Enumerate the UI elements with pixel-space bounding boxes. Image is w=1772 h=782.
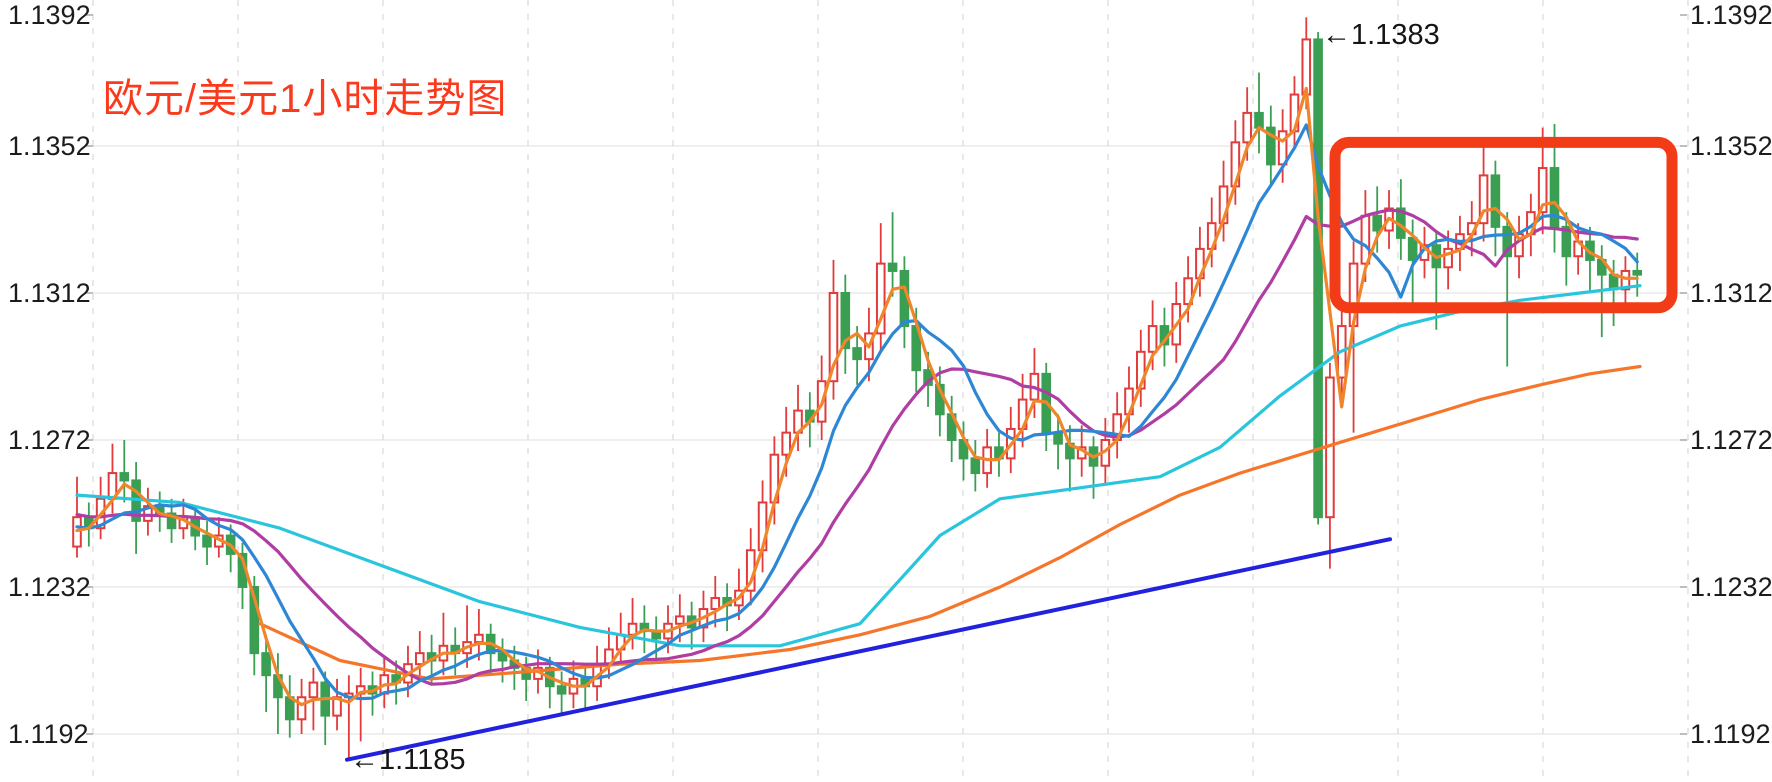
candle-down (1053, 431, 1063, 445)
price-label-right: 1.1352 (1690, 131, 1772, 161)
trendline (345, 537, 1392, 762)
ma-magenta (75, 208, 1639, 686)
moving-average-lines (75, 86, 1642, 707)
candle-up (1443, 247, 1453, 269)
ma-blue (75, 123, 1639, 701)
ma-cyan (75, 284, 1642, 648)
price-label-right: 1.1272 (1690, 425, 1772, 455)
annotations: ←1.1383 ←1.1185 (350, 19, 1440, 776)
candle-up (1183, 277, 1193, 306)
candle-up (1620, 269, 1631, 291)
candle-up (875, 262, 886, 335)
candle-up (710, 597, 721, 611)
price-label-right: 1.1192 (1690, 719, 1771, 749)
candle-down (840, 292, 851, 350)
candle-down (497, 652, 508, 662)
candle-up (1537, 167, 1548, 214)
candle-down (1561, 225, 1572, 258)
price-label-right: 1.1232 (1690, 572, 1772, 602)
ma-slow-orange (258, 364, 1642, 681)
candle-up (143, 505, 153, 522)
candle-down (1502, 225, 1513, 258)
candle-up (1277, 130, 1288, 166)
candle-up (1360, 214, 1371, 265)
candle-up (1301, 38, 1312, 96)
candle-up (828, 292, 839, 383)
price-label-left: 1.1232 (8, 572, 91, 602)
annotation-swing-high: ←1.1383 (1322, 19, 1440, 51)
candle-down (261, 652, 271, 677)
candle-down (119, 472, 130, 482)
candle-down (249, 586, 260, 655)
price-label-left: 1.1312 (8, 278, 91, 308)
candle-down (166, 512, 177, 530)
candle-up (474, 633, 484, 644)
candle-up (308, 681, 319, 699)
price-label-left: 1.1392 (8, 0, 91, 30)
candle-up (1147, 325, 1158, 353)
candle-down (1266, 126, 1276, 166)
candle-up (296, 696, 307, 721)
candle-up (1242, 111, 1252, 144)
candle-up (781, 431, 792, 456)
price-axis-labels: 1.1392 1.1392 1.1352 1.1352 1.1312 1.1312 1.12… (8, 0, 1772, 749)
candle-up (414, 652, 425, 666)
candle-down (202, 534, 212, 548)
price-label-right: 1.1392 (1690, 0, 1772, 30)
candle-down (1313, 38, 1323, 519)
candle-down (852, 347, 862, 361)
highlight-box (1329, 136, 1678, 314)
price-label-left: 1.1192 (8, 719, 89, 749)
price-label-right: 1.1312 (1690, 278, 1772, 308)
candle-up (1478, 174, 1489, 225)
candle-down (1407, 236, 1418, 261)
candle-down (1372, 214, 1383, 232)
annotation-swing-low: ←1.1185 (350, 744, 466, 776)
ma-fast-orange (75, 86, 1639, 707)
candle-up (675, 615, 685, 625)
candle-down (1632, 269, 1643, 276)
candle-down (1490, 174, 1501, 228)
candle-down (1549, 167, 1560, 228)
candle-down (887, 262, 898, 272)
chart-title: 欧元/美元1小时走势图 (103, 77, 508, 121)
price-label-left: 1.1352 (8, 131, 91, 161)
candle-down (556, 685, 567, 695)
price-label-left: 1.1272 (8, 425, 91, 455)
candle-down (1254, 111, 1264, 129)
candle-down (970, 457, 981, 475)
